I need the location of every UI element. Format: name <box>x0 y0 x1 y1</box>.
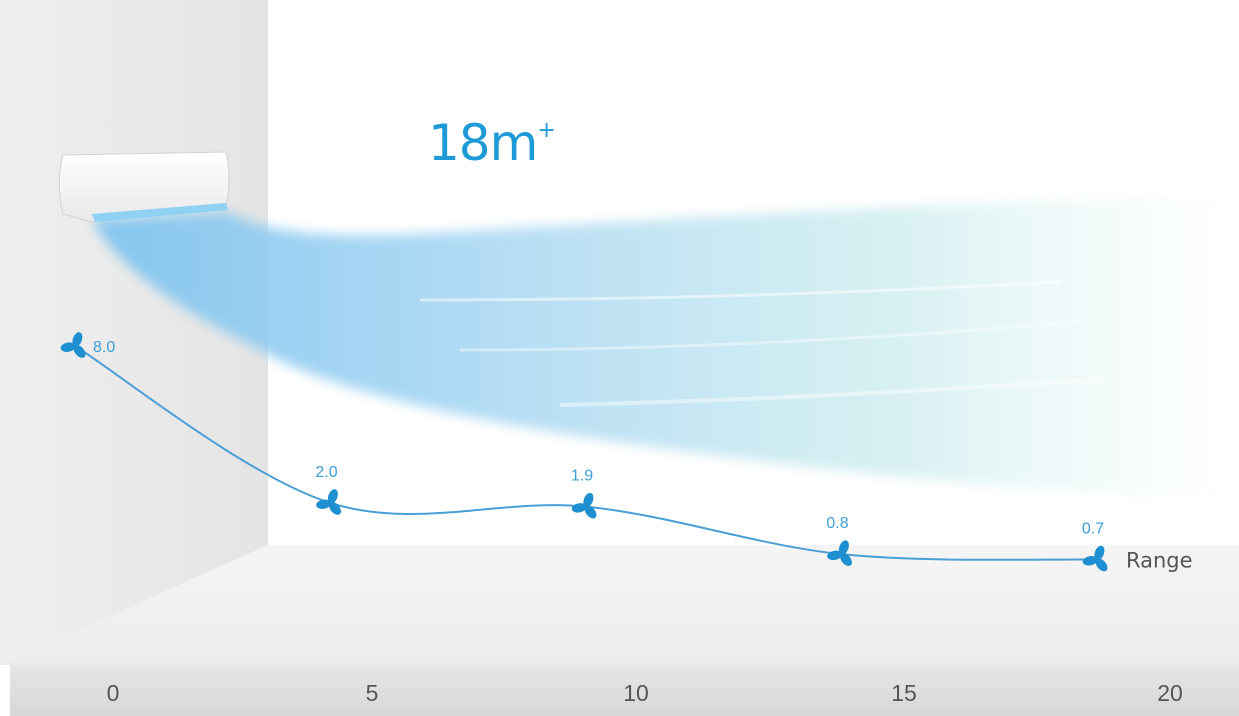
fan-hub <box>327 499 334 506</box>
fan-blade <box>827 550 843 561</box>
wind-speed-chart: 0 5 10 15 20 8.0 2.0 1.9 0.8 0.7 Range <box>60 332 1193 706</box>
fan-icon <box>571 492 597 519</box>
air-conditioner-unit <box>58 151 230 223</box>
fan-icon <box>1082 545 1108 572</box>
airflow-plume <box>92 196 1239 500</box>
x-tick-label: 15 <box>891 680 917 706</box>
fan-hub <box>838 551 845 558</box>
x-tick-label: 10 <box>623 680 649 706</box>
data-label: 8.0 <box>93 339 115 356</box>
fan-blade <box>60 342 76 352</box>
data-label: 1.9 <box>571 468 593 485</box>
fan-hub <box>583 503 589 510</box>
fan-hub <box>1094 556 1100 563</box>
airflow-distance-headline: 18m+ <box>428 118 556 168</box>
fan-blade <box>1082 556 1098 566</box>
fan-blade <box>316 499 332 509</box>
distance-axis-bar <box>10 665 1239 716</box>
fan-icon <box>60 332 86 358</box>
data-label: 2.0 <box>315 464 337 481</box>
data-label: 0.8 <box>826 515 848 532</box>
fan-blade <box>571 503 587 513</box>
fan-icon <box>827 540 852 566</box>
x-tick-label: 0 <box>107 680 120 706</box>
headline-value: 18m <box>428 114 538 172</box>
fan-hub <box>72 343 78 349</box>
x-tick-label: 5 <box>366 680 379 706</box>
data-label: 0.7 <box>1082 521 1104 538</box>
headline-superscript: + <box>537 118 555 143</box>
fan-icon <box>316 489 341 515</box>
range-label: Range <box>1126 549 1193 573</box>
floor <box>0 545 1239 665</box>
back-wall <box>0 0 268 665</box>
x-tick-label: 20 <box>1157 680 1183 706</box>
